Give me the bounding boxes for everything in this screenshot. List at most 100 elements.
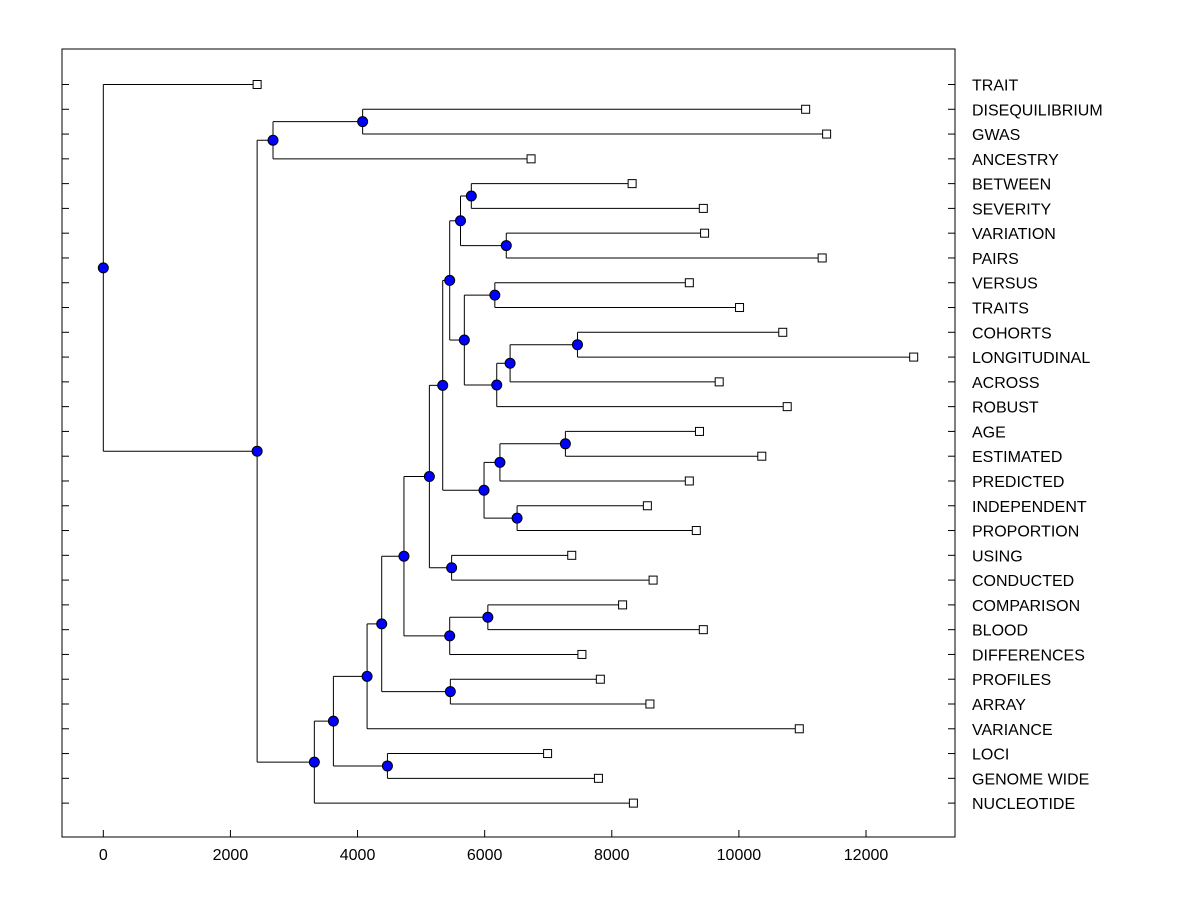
leaf-marker (700, 228, 710, 238)
leaf-marker (595, 674, 605, 684)
cluster-node (444, 630, 456, 642)
leaf-marker (691, 526, 701, 536)
cluster-node (437, 379, 449, 391)
plot-frame (61, 48, 956, 838)
x-tick-label: 2000 (213, 847, 249, 864)
leaf-marker (577, 649, 587, 659)
leaf-label: BLOOD (972, 623, 1028, 640)
cluster-node (455, 215, 467, 227)
cluster-node (482, 611, 494, 623)
leaf-label: GWAS (972, 127, 1020, 144)
leaf-label: CONDUCTED (972, 573, 1074, 590)
cluster-node (376, 618, 388, 630)
leaf-marker (618, 600, 628, 610)
cluster-node (478, 484, 490, 496)
leaf-marker (694, 426, 704, 436)
cluster-node (357, 116, 369, 128)
leaf-marker (627, 179, 637, 189)
leaf-label: DISEQUILIBRIUM (972, 102, 1103, 119)
leaf-label: VARIATION (972, 226, 1056, 243)
leaf-marker (648, 575, 658, 585)
cluster-node (381, 760, 393, 772)
leaf-label: PREDICTED (972, 474, 1064, 491)
cluster-node (489, 289, 501, 301)
cluster-node (267, 134, 279, 146)
leaf-marker (778, 327, 788, 337)
cluster-node (571, 339, 583, 351)
leaf-marker (543, 749, 553, 759)
leaf-marker (698, 625, 708, 635)
leaf-label: VERSUS (972, 276, 1038, 293)
node-markers (97, 116, 583, 772)
leaf-label: DIFFERENCES (972, 647, 1085, 664)
leaf-marker (567, 550, 577, 560)
leaf-label: NUCLEOTIDE (972, 796, 1075, 813)
leaf-marker (782, 402, 792, 412)
leaf-marker (526, 154, 536, 164)
cluster-node (423, 471, 435, 483)
leaf-labels: TRAIT DISEQUILIBRIUM GWAS ANCESTRY BETWEEN SE… (972, 78, 1103, 814)
left-tick-marks (62, 84, 69, 804)
x-tick-label: 8000 (594, 847, 630, 864)
cluster-node (361, 670, 373, 682)
leaf-marker (645, 699, 655, 709)
cluster-node (559, 438, 571, 450)
x-tick-label: 4000 (340, 847, 376, 864)
leaf-marker (801, 104, 811, 114)
leaf-label: BETWEEN (972, 177, 1051, 194)
leaf-label: ARRAY (972, 697, 1026, 714)
cluster-node (444, 686, 456, 698)
cluster-node (458, 334, 470, 346)
leaf-marker (698, 203, 708, 213)
cluster-node (446, 562, 458, 574)
x-tick-label: 6000 (467, 847, 503, 864)
leaf-label: AGE (972, 424, 1006, 441)
cluster-node (444, 274, 456, 286)
leaf-label: PAIRS (972, 251, 1019, 268)
right-tick-marks (948, 84, 955, 804)
leaf-label: PROPORTION (972, 524, 1079, 541)
x-tick-label: 12000 (844, 847, 889, 864)
leaf-marker (822, 129, 832, 139)
leaf-label: SEVERITY (972, 201, 1051, 218)
leaf-label: ROBUST (972, 400, 1039, 417)
leaf-label: TRAIT (972, 78, 1018, 95)
cluster-node (398, 550, 410, 562)
leaf-marker (714, 377, 724, 387)
cluster-node (251, 445, 263, 457)
cluster-node (491, 379, 503, 391)
leaf-label: VARIANCE (972, 722, 1053, 739)
leaf-marker (794, 724, 804, 734)
cluster-node (504, 357, 516, 369)
x-axis: 0 2000 4000 6000 8000 10000 12000 (99, 830, 889, 864)
leaf-label: COMPARISON (972, 598, 1080, 615)
leaf-marker (628, 798, 638, 808)
leaf-label: INDEPENDENT (972, 499, 1087, 516)
cluster-node (494, 456, 506, 468)
leaf-label: COHORTS (972, 325, 1052, 342)
cluster-node (327, 715, 339, 727)
leaf-label: PROFILES (972, 672, 1051, 689)
leaf-label: LONGITUDINAL (972, 350, 1090, 367)
cluster-node (500, 240, 512, 252)
leaf-marker (252, 80, 262, 89)
cluster-node (511, 512, 523, 524)
leaf-marker (817, 253, 827, 263)
leaf-label: LOCI (972, 747, 1009, 764)
x-tick-label: 10000 (717, 847, 762, 864)
leaf-label: USING (972, 548, 1023, 565)
cluster-node (465, 190, 477, 202)
leaf-marker (642, 501, 652, 511)
leaf-marker (684, 476, 694, 486)
leaf-marker (757, 451, 767, 461)
leaf-label: ACROSS (972, 375, 1040, 392)
leaf-label: ANCESTRY (972, 152, 1059, 169)
x-tick-label: 0 (99, 847, 108, 864)
leaf-marker (735, 303, 745, 313)
leaf-marker (593, 773, 603, 783)
cluster-node (308, 756, 320, 768)
leaf-markers (252, 80, 919, 808)
leaf-label: GENOME WIDE (972, 771, 1089, 788)
leaf-label: ESTIMATED (972, 449, 1062, 466)
